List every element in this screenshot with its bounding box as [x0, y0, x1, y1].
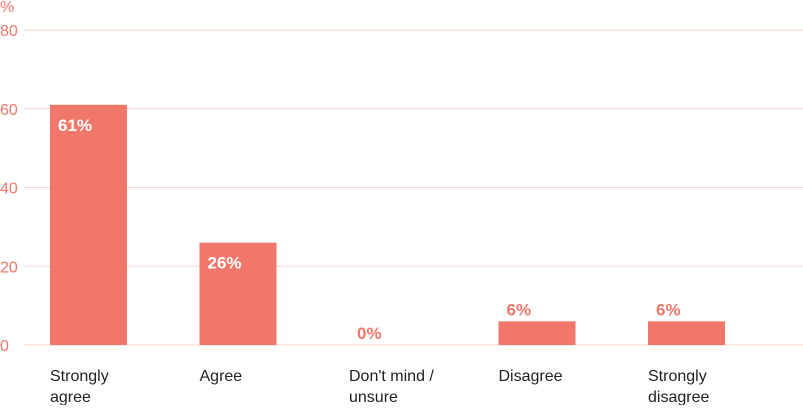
bar — [50, 104, 127, 345]
y-tick-label: 40 — [0, 181, 18, 198]
y-tick-label: 60 — [0, 102, 18, 119]
category-label: Don't mind / — [349, 368, 434, 385]
bar — [648, 321, 725, 345]
data-label: 6% — [656, 300, 681, 319]
category-label: Agree — [200, 368, 243, 385]
category-label: Strongly — [648, 368, 707, 385]
category-label: disagree — [648, 389, 709, 405]
category-label: Disagree — [499, 368, 563, 385]
y-axis-label: % — [0, 0, 14, 16]
category-label: Strongly — [50, 368, 109, 385]
y-tick-label: 80 — [0, 23, 18, 40]
data-label: 26% — [208, 254, 242, 273]
y-tick-label: 0 — [0, 338, 9, 355]
data-label: 0% — [357, 324, 382, 343]
bar — [498, 321, 576, 345]
category-label: unsure — [349, 389, 398, 405]
data-label: 61% — [58, 116, 92, 135]
category-label: agree — [50, 389, 91, 405]
y-tick-label: 20 — [0, 259, 18, 276]
data-label: 6% — [507, 300, 532, 319]
bar — [199, 242, 277, 345]
